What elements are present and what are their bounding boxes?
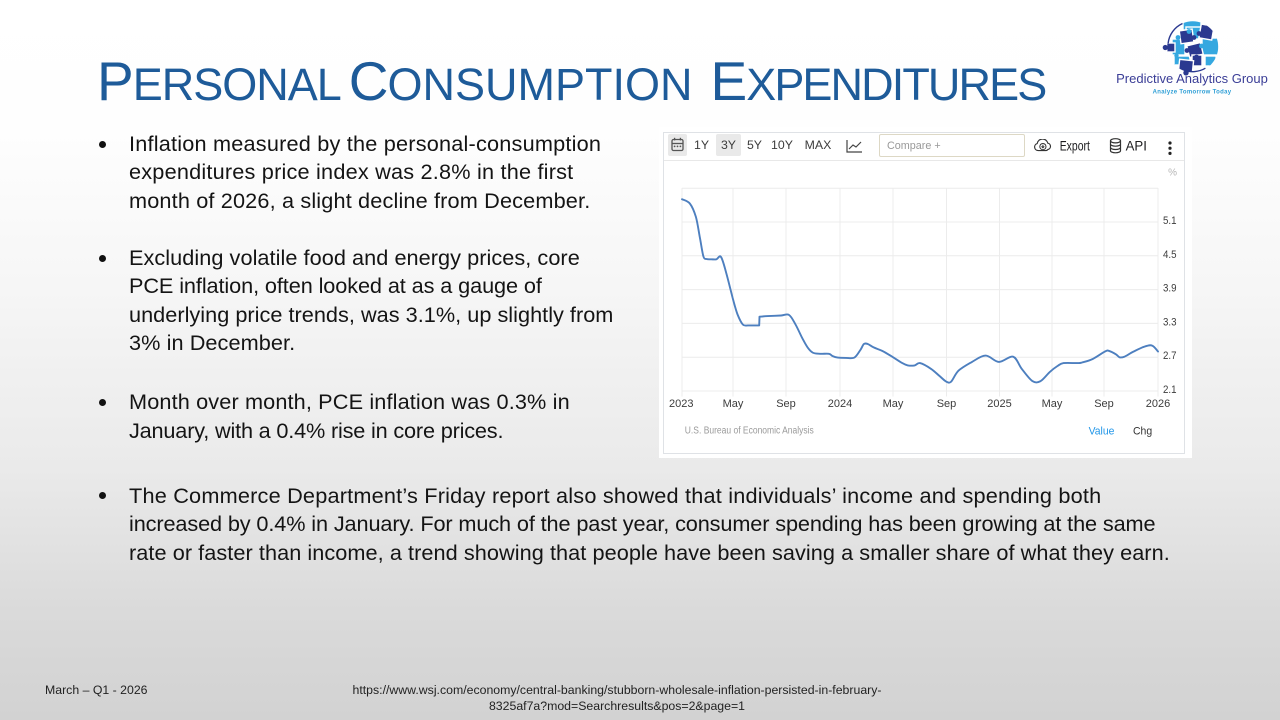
- svg-text:Chg: Chg: [1133, 425, 1152, 437]
- svg-text:Analyze Tomorrow Today: Analyze Tomorrow Today: [1153, 90, 1232, 96]
- svg-text:Sep: Sep: [1094, 398, 1114, 410]
- svg-text:2025: 2025: [987, 398, 1011, 410]
- svg-text:May: May: [883, 398, 904, 410]
- svg-text:May: May: [723, 398, 744, 410]
- svg-text:May: May: [1042, 398, 1063, 410]
- svg-text:2024: 2024: [828, 398, 852, 410]
- svg-text:Sep: Sep: [937, 398, 957, 410]
- svg-text:Export: Export: [1060, 139, 1090, 154]
- svg-text:4.5: 4.5: [1163, 249, 1177, 261]
- svg-text:2.1: 2.1: [1163, 384, 1177, 396]
- svg-text:3.9: 3.9: [1163, 283, 1177, 295]
- svg-text:5.1: 5.1: [1163, 215, 1177, 227]
- svg-text:Predictive Analytics Group: Predictive Analytics Group: [1116, 71, 1268, 86]
- svg-text:Sep: Sep: [776, 398, 796, 410]
- svg-text:U.S. Bureau of Economic Analys: U.S. Bureau of Economic Analysis: [685, 426, 814, 437]
- svg-text:3.3: 3.3: [1163, 316, 1177, 328]
- svg-text:Value: Value: [1089, 425, 1115, 437]
- svg-text:2026: 2026: [1146, 398, 1170, 410]
- svg-text:API: API: [1126, 139, 1147, 154]
- svg-text:2.7: 2.7: [1163, 350, 1177, 362]
- svg-text:2023: 2023: [669, 398, 693, 410]
- svg-text:%: %: [1168, 168, 1177, 179]
